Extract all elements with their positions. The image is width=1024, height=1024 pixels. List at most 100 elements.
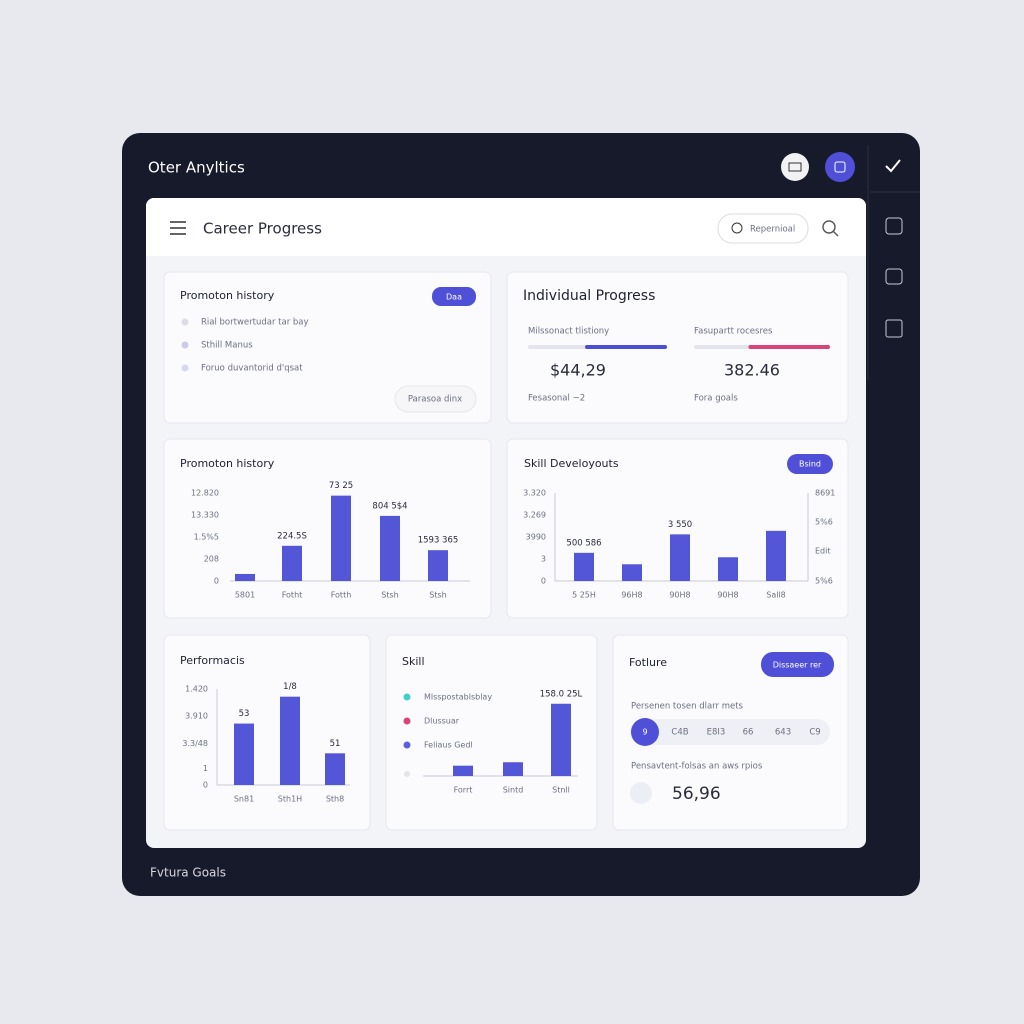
metric-value: $44,29: [550, 361, 606, 380]
page-title: Career Progress: [203, 220, 322, 238]
step[interactable]: 643: [775, 728, 791, 738]
y-tick-label: 3.320: [523, 489, 546, 498]
button-label: Daa: [446, 293, 462, 302]
bar: [235, 573, 255, 581]
bar: [503, 762, 523, 776]
legend-label: Mlsspostablsblay: [424, 693, 492, 702]
list-item: Foruo duvantorid d'qsat: [201, 364, 303, 374]
card-title: Individual Progress: [523, 288, 655, 304]
y-tick-label: 3.269: [523, 511, 546, 520]
bar-annotation: 158.0 25L: [540, 689, 583, 699]
card-title: Performacis: [180, 654, 245, 667]
y-tick-label: 3.910: [185, 711, 208, 720]
bullet: [181, 318, 189, 326]
step-active[interactable]: [631, 718, 659, 746]
search-box[interactable]: [717, 213, 809, 244]
y-tick-label: 12.820: [191, 489, 219, 498]
action-button[interactable]: [394, 385, 477, 413]
search-button[interactable]: [822, 220, 836, 234]
y2-tick-label: Edit: [815, 547, 831, 556]
bar-annotation: 3 550: [668, 520, 692, 530]
bar-annotation: 224.5S: [277, 531, 307, 541]
card-title: Promoton history: [180, 289, 275, 302]
hamburger[interactable]: [170, 221, 186, 235]
x-tick-label: 96H8: [621, 591, 642, 600]
toolbar: [146, 198, 866, 256]
step[interactable]: E8I3: [707, 728, 726, 738]
legend-dot: [403, 717, 411, 725]
metric-label: Fasupartt rocesres: [694, 327, 773, 337]
card: [163, 438, 492, 619]
y-tick-label: 1.5%5: [194, 533, 219, 542]
side-icon[interactable]: [885, 268, 903, 285]
card-title: Skill Develoyouts: [524, 457, 619, 470]
list-item: Rial bortwertudar tar bay: [201, 318, 309, 328]
legend-dot: [403, 741, 411, 749]
button-label: Parasoa dinx: [408, 395, 462, 405]
legend-label: Feliaus Gedl: [424, 741, 473, 750]
button-label: Dissaeer rer: [773, 661, 822, 670]
value-icon: [630, 782, 652, 804]
step[interactable]: 66: [743, 728, 754, 738]
bar: [670, 534, 690, 581]
side-icon[interactable]: [885, 319, 903, 338]
bar-annotation: 804 5$4: [372, 501, 407, 511]
side-icon[interactable]: [885, 217, 903, 235]
x-tick-label: Stsh: [381, 591, 398, 600]
step: 9: [642, 728, 647, 737]
x-tick-label: Sintd: [503, 786, 524, 795]
list-item: Sthill Manus: [201, 341, 253, 351]
y-tick-label: 1.420: [185, 685, 208, 694]
x-tick-label: Forrt: [454, 786, 473, 795]
button-label: Bsind: [799, 460, 821, 469]
x-tick-label: 90H8: [669, 591, 690, 600]
y-tick-label: 3: [541, 555, 546, 564]
x-tick-label: Fotth: [331, 591, 352, 600]
menu-button[interactable]: [781, 153, 809, 181]
y2-tick-label: 8691: [815, 489, 835, 498]
step[interactable]: C4B: [671, 728, 688, 738]
card: [385, 634, 598, 831]
check-button[interactable]: [885, 159, 901, 173]
bar: [574, 552, 594, 581]
legend-label: Dlussuar: [424, 717, 460, 726]
y-tick-label: 0: [214, 577, 219, 586]
card: [506, 271, 849, 424]
card-button[interactable]: [787, 454, 833, 474]
y-tick-label: 0: [541, 577, 546, 586]
bar: [622, 564, 642, 581]
bar: [380, 515, 400, 581]
card: [163, 271, 492, 424]
card-button[interactable]: [761, 652, 834, 677]
y-tick-label: 3990: [526, 533, 546, 542]
bar: [453, 765, 473, 776]
x-tick-label: Sth1H: [278, 795, 302, 804]
big-value: 56,96: [672, 784, 721, 804]
field-label: Pensavtent-folsas an aws rpios: [631, 762, 763, 772]
footer-label: Fvtura Goals: [150, 866, 226, 880]
y2-tick-label: 5%6: [815, 577, 833, 586]
card-title: Fotlure: [629, 656, 667, 669]
y2-tick-label: 5%6: [815, 518, 833, 527]
search-icon: [731, 222, 743, 234]
x-tick-label: Sn81: [234, 795, 254, 804]
metric-note: Fora goals: [694, 394, 738, 404]
bar-annotation: 1593 365: [418, 536, 459, 546]
bullet: [181, 364, 189, 372]
bar-annotation: 1/8: [283, 682, 297, 692]
card: [163, 634, 371, 831]
bar-annotation: 53: [239, 709, 250, 719]
legend-dot: [403, 693, 411, 701]
profile-button[interactable]: [825, 152, 855, 182]
search-button: [832, 230, 839, 237]
x-tick-label: Sall8: [766, 591, 786, 600]
bar-annotation: 51: [330, 739, 341, 749]
x-tick-label: 90H8: [717, 591, 738, 600]
profile-icon: [834, 161, 846, 173]
x-tick-label: Stsh: [429, 591, 446, 600]
card-button[interactable]: [432, 287, 476, 306]
card-title: Skill: [402, 655, 425, 668]
bar-annotation: 73 25: [329, 481, 353, 491]
step[interactable]: C9: [809, 728, 820, 738]
